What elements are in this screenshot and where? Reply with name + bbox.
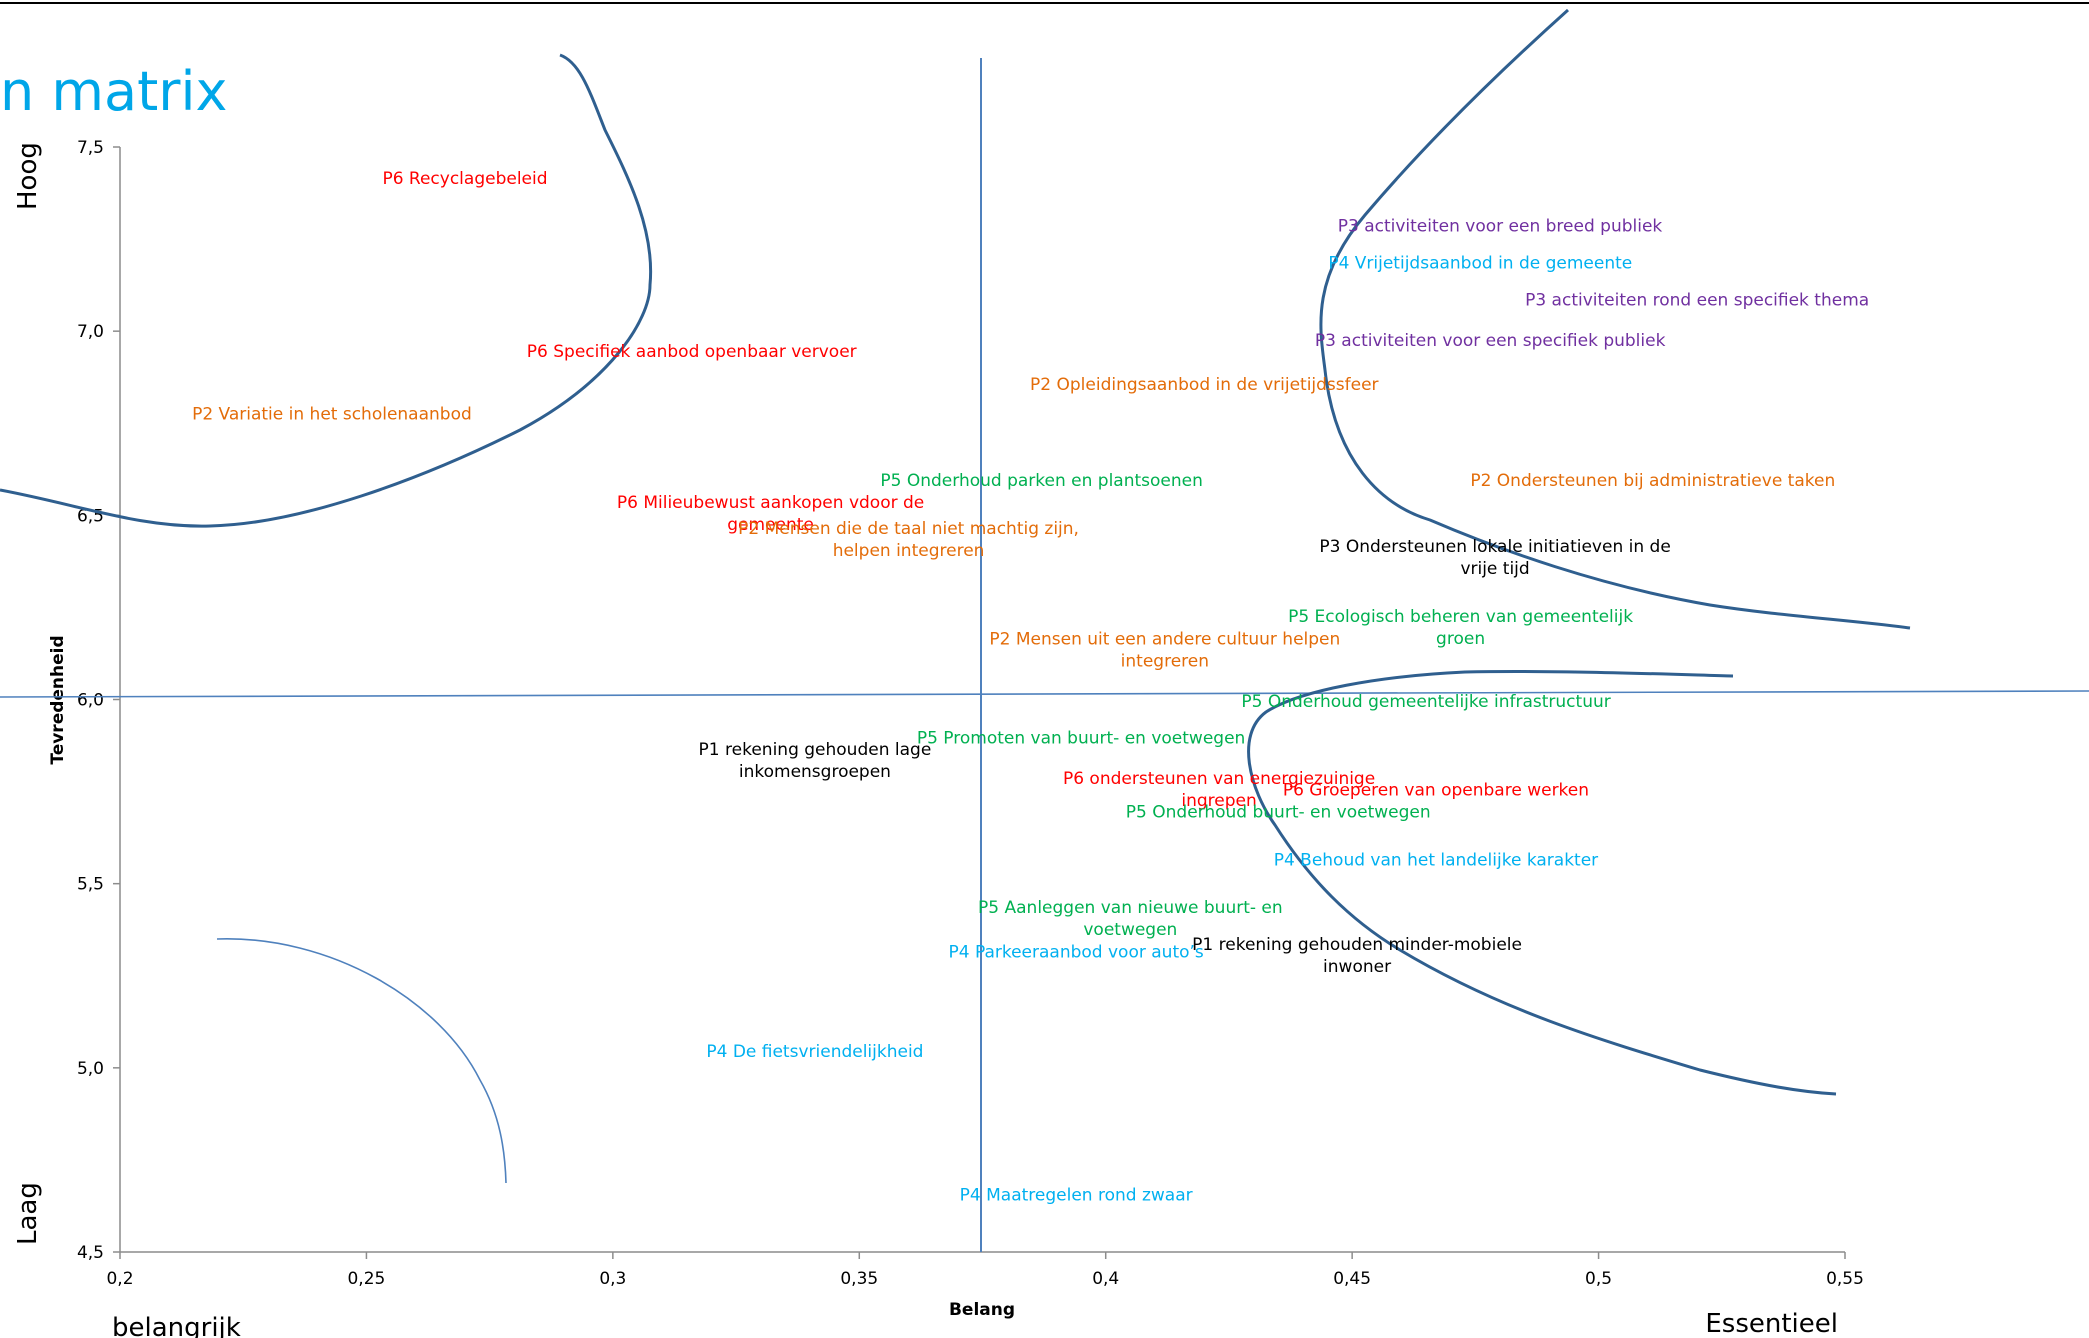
data-point-label: P2 Mensen uit een andere cultuur helpen i… [989, 629, 1340, 671]
boundary-curve-top-left [0, 53, 653, 528]
x-tick-label: 0,2 [106, 1269, 133, 1289]
y-tick-label: 6,0 [77, 691, 104, 711]
data-point-label-line: P5 Aanleggen van nieuwe buurt- en [978, 898, 1283, 918]
x-tick-label: 0,3 [599, 1269, 626, 1289]
data-point-label-line: P3 Ondersteunen lokale initiatieven in d… [1319, 537, 1670, 557]
data-point-label: P3 activiteiten rond een specifiek thema [1525, 290, 1869, 310]
data-point-label: P2 Mensen die de taal niet machtig zijn,… [738, 519, 1079, 561]
data-point-label-line: P6 Specifiek aanbod openbaar vervoer [527, 342, 857, 362]
data-point-label-line: P5 Onderhoud gemeentelijke infrastructuu… [1241, 692, 1610, 712]
data-point-label: P4 Parkeeraanbod voor auto’s [948, 942, 1203, 962]
data-point-label-line: P1 rekening gehouden minder-mobiele [1192, 935, 1522, 955]
boundary-curve-top-right [1319, 8, 1911, 630]
data-point-label-line: P3 activiteiten voor een specifiek publi… [1315, 331, 1666, 351]
data-point-label-line: helpen integreren [833, 541, 985, 561]
data-point-label: P5 Onderhoud parken en plantsoenen [880, 471, 1203, 491]
data-point-label-line: P2 Mensen uit een andere cultuur helpen [989, 629, 1340, 649]
data-point-label: P1 rekening gehouden minder-mobiele inwon… [1192, 935, 1522, 977]
data-point-label-line: inkomensgroepen [739, 762, 891, 782]
data-point-label-line: P2 Variatie in het scholenaanbod [192, 405, 472, 425]
data-point-label-line: P5 Onderhoud parken en plantsoenen [880, 471, 1203, 491]
data-point-label-line: P4 Maatregelen rond zwaar [960, 1185, 1193, 1205]
x-tick-label: 0,4 [1092, 1269, 1119, 1289]
x-tick-label: 0,55 [1826, 1269, 1864, 1289]
data-point-label-line: voetwegen [1083, 920, 1177, 940]
data-point-label: P4 De fietsvriendelijkheid [706, 1042, 923, 1062]
boundary-curve-bottom-right [1247, 669, 1837, 1096]
data-point-label: P4 Maatregelen rond zwaar [960, 1185, 1193, 1205]
data-point-label: P6 Milieubewust aankopen vdoor de gemeent… [617, 493, 924, 535]
slide-title: n matrix [0, 60, 227, 123]
y-axis-ticks: 4,55,05,56,06,57,07,5 [77, 138, 120, 1263]
data-point-label: P6 Groeperen van openbare werken [1283, 780, 1589, 800]
data-point-label-line: inwoner [1323, 957, 1391, 977]
data-point-label: P5 Onderhoud buurt- en voetwegen [1126, 802, 1431, 822]
data-point-label-line: P4 De fietsvriendelijkheid [706, 1042, 923, 1062]
x-tick-label: 0,25 [347, 1269, 385, 1289]
data-point-label-line: P4 Parkeeraanbod voor auto’s [948, 942, 1203, 962]
label-right: Essentieel [1705, 1309, 1838, 1338]
data-point-label-line: integreren [1121, 651, 1209, 671]
data-point-label-line: P5 Ecologisch beheren van gemeentelijk [1288, 607, 1633, 627]
data-point-label: P5 Aanleggen van nieuwe buurt- en voetweg… [978, 898, 1283, 940]
y-tick-label: 4,5 [77, 1243, 104, 1263]
data-point-label-line: P5 Promoten van buurt- en voetwegen [917, 729, 1246, 749]
x-tick-label: 0,45 [1333, 1269, 1371, 1289]
x-axis-title: Belang [949, 1300, 1015, 1320]
data-point-label: P6 Specifiek aanbod openbaar vervoer [527, 342, 857, 362]
data-point-label-line: gemeente [727, 515, 814, 535]
data-point-label: P6 ondersteunen van energiezuinige ingrep… [1063, 769, 1375, 811]
data-point-label: P1 rekening gehouden lage inkomensgroepen [699, 740, 932, 782]
data-label-layer: P6 Recyclagebeleid P6 Specifiek aanbod op… [192, 169, 1869, 1206]
data-point-label-line: P2 Ondersteunen bij administratieve take… [1470, 471, 1835, 491]
data-point-label-line: P5 Onderhoud buurt- en voetwegen [1126, 802, 1431, 822]
data-point-label-line: P4 Behoud van het landelijke karakter [1274, 850, 1598, 870]
data-point-label-line: P6 Recyclagebeleid [382, 169, 547, 189]
x-tick-label: 0,5 [1585, 1269, 1612, 1289]
data-point-label: P2 Opleidingsaanbod in de vrijetijdssfee… [1030, 375, 1379, 395]
data-point-label: P3 activiteiten voor een specifiek publi… [1315, 331, 1666, 351]
data-point-label-line: ingrepen [1181, 791, 1256, 811]
data-point-label: P4 Behoud van het landelijke karakter [1274, 850, 1598, 870]
data-point-label: P5 Promoten van buurt- en voetwegen [917, 729, 1246, 749]
x-tick-label: 0,35 [840, 1269, 878, 1289]
x-axis-ticks: 0,2 0,25 0,3 0,35 0,4 0,45 0,5 0,55 [106, 1252, 1864, 1289]
data-point-label-line: groen [1436, 629, 1485, 649]
data-point-label: P5 Ecologisch beheren van gemeentelijk gr… [1288, 607, 1633, 649]
data-point-label-line: P2 Opleidingsaanbod in de vrijetijdssfee… [1030, 375, 1379, 395]
data-point-label-line: P6 Groeperen van openbare werken [1283, 780, 1589, 800]
boundary-curve-bottom-left [216, 938, 507, 1184]
label-low: Laag [13, 1182, 43, 1245]
data-point-label-line: P4 Vrijetijdsaanbod in de gemeente [1328, 254, 1632, 274]
data-point-label: P4 Vrijetijdsaanbod in de gemeente [1328, 254, 1632, 274]
data-point-label: P2 Variatie in het scholenaanbod [192, 405, 472, 425]
quadrant-horizontal-line [0, 690, 2089, 698]
data-point-label-line: vrije tijd [1460, 559, 1529, 579]
y-axis-title: Tevredenheid [48, 635, 68, 764]
data-point-label: P3 activiteiten voor een breed publiek [1338, 217, 1663, 237]
data-point-label-line: P3 activiteiten rond een specifiek thema [1525, 290, 1869, 310]
data-point-label-line: P6 Milieubewust aankopen vdoor de [617, 493, 924, 513]
y-tick-label: 5,0 [77, 1059, 104, 1079]
data-point-label: P2 Ondersteunen bij administratieve take… [1470, 471, 1835, 491]
y-tick-label: 7,0 [77, 322, 104, 342]
data-point-label-line: P1 rekening gehouden lage [699, 740, 932, 760]
label-left: belangrijk [112, 1313, 241, 1338]
y-tick-label: 5,5 [77, 875, 104, 895]
data-point-label-line: P2 Mensen die de taal niet machtig zijn, [738, 519, 1079, 539]
data-point-label-line: P3 activiteiten voor een breed publiek [1338, 217, 1663, 237]
data-point-label: P6 Recyclagebeleid [382, 169, 547, 189]
data-point-label: P3 Ondersteunen lokale initiatieven in d… [1319, 537, 1670, 579]
y-tick-label: 7,5 [77, 138, 104, 158]
label-high: Hoog [13, 142, 43, 210]
data-point-label-line: P6 ondersteunen van energiezuinige [1063, 769, 1375, 789]
data-point-label: P5 Onderhoud gemeentelijke infrastructuu… [1241, 692, 1610, 712]
